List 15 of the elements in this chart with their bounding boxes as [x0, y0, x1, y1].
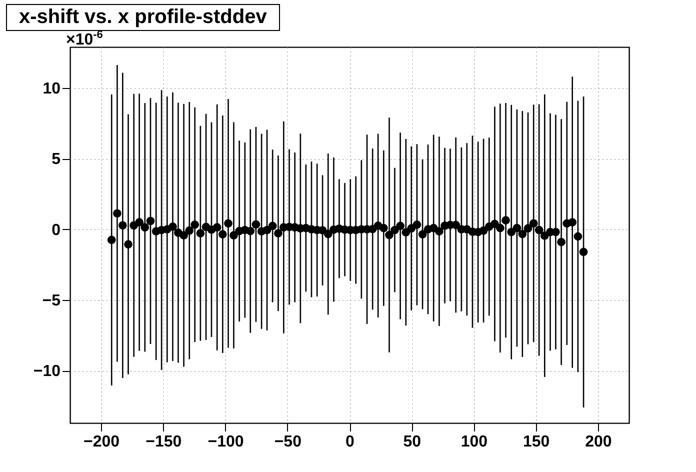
x-tick-label: 200 [585, 434, 612, 450]
x-tick-label: 0 [346, 434, 355, 450]
y-tick-label: 10 [42, 80, 61, 98]
x-tick-label: −100 [208, 434, 244, 450]
y-tick-label: −10 [33, 363, 61, 380]
x-tick-label: −200 [84, 434, 120, 450]
x-tick-label: 150 [522, 434, 550, 450]
y-tick-label: 0 [52, 222, 61, 239]
x-tick-label: 100 [460, 434, 488, 450]
y-tick-label: 5 [52, 151, 61, 168]
x-tick-label: −150 [146, 434, 182, 450]
chart-title: x-shift vs. x profile-stddev [19, 6, 267, 28]
x-tick-label: −50 [274, 434, 302, 450]
x-tick-label: 50 [403, 434, 422, 450]
y-tick-label: −5 [42, 292, 61, 310]
